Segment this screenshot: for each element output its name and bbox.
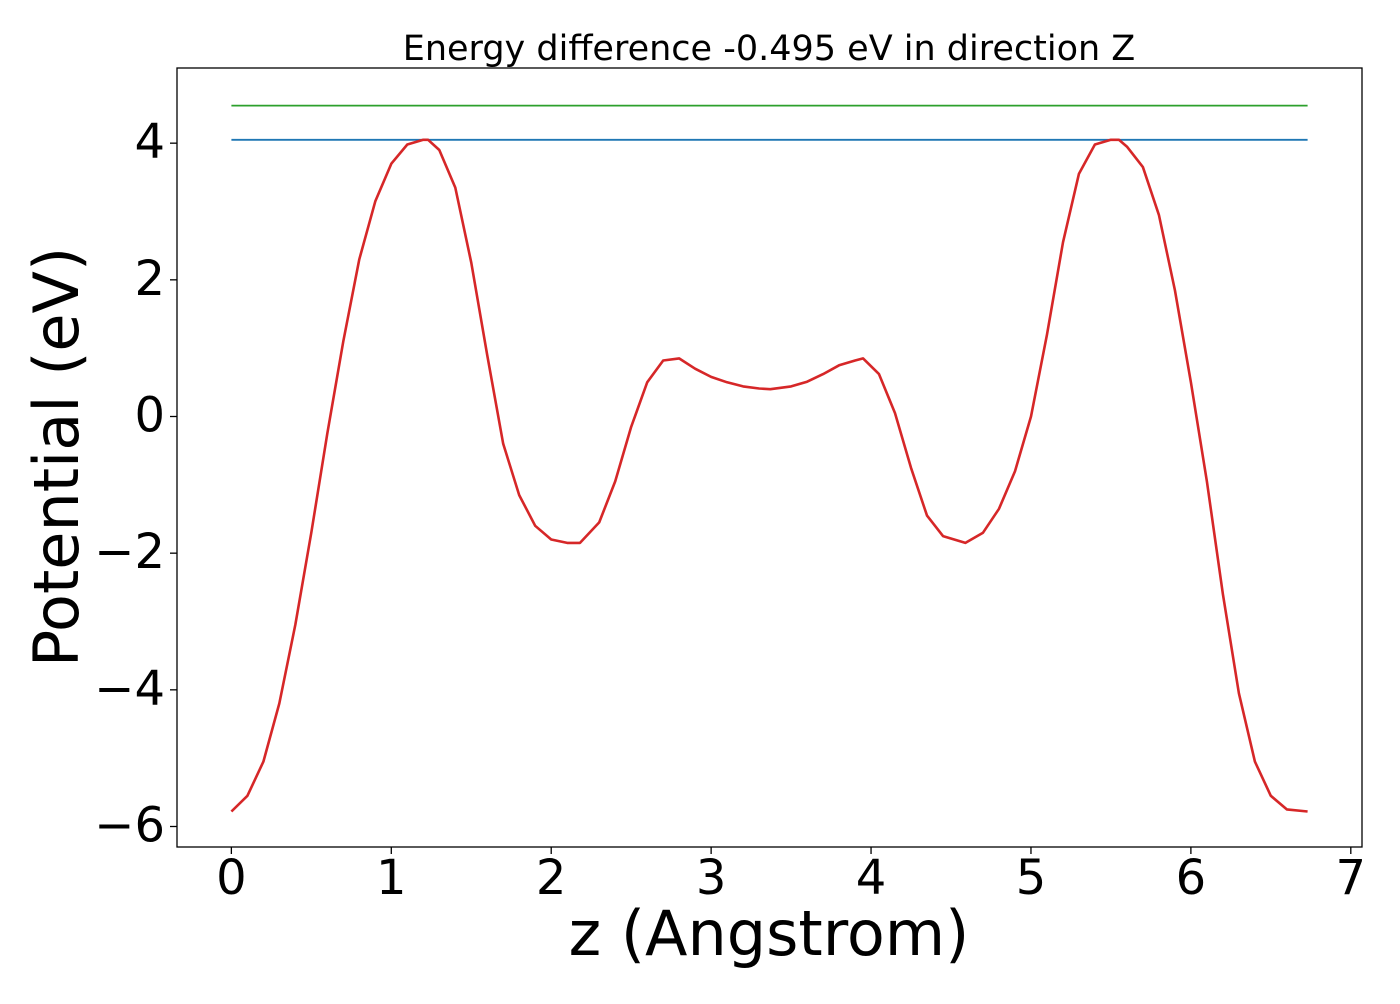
x-tick-label: 6 — [1176, 850, 1207, 906]
y-tick-label: 2 — [134, 251, 165, 307]
y-tick-label: −6 — [94, 798, 165, 854]
x-tick-label: 0 — [216, 850, 247, 906]
y-axis-ticks: −6 −4 −2 0 2 4 — [94, 114, 177, 854]
x-axis-ticks: 0 1 2 3 4 5 6 7 — [216, 847, 1366, 906]
x-axis-label: z (Angstrom) — [569, 897, 970, 970]
plot-area-frame — [176, 67, 1363, 848]
x-tick-label: 3 — [696, 850, 727, 906]
x-tick-label: 5 — [1016, 850, 1047, 906]
y-tick-label: 4 — [134, 114, 165, 170]
series-layer — [230, 104, 1308, 813]
x-tick-label: 1 — [376, 850, 407, 906]
y-tick-label: 0 — [134, 388, 165, 444]
chart-title: Energy difference -0.495 eV in direction… — [403, 29, 1136, 69]
x-tick-label: 7 — [1336, 850, 1367, 906]
x-tick-label: 2 — [536, 850, 567, 906]
x-tick-label: 4 — [856, 850, 887, 906]
series-line-3 — [230, 138, 1308, 813]
y-tick-label: −2 — [94, 524, 165, 580]
y-axis-label: Potential (eV) — [20, 247, 93, 667]
y-tick-label: −4 — [94, 661, 165, 717]
